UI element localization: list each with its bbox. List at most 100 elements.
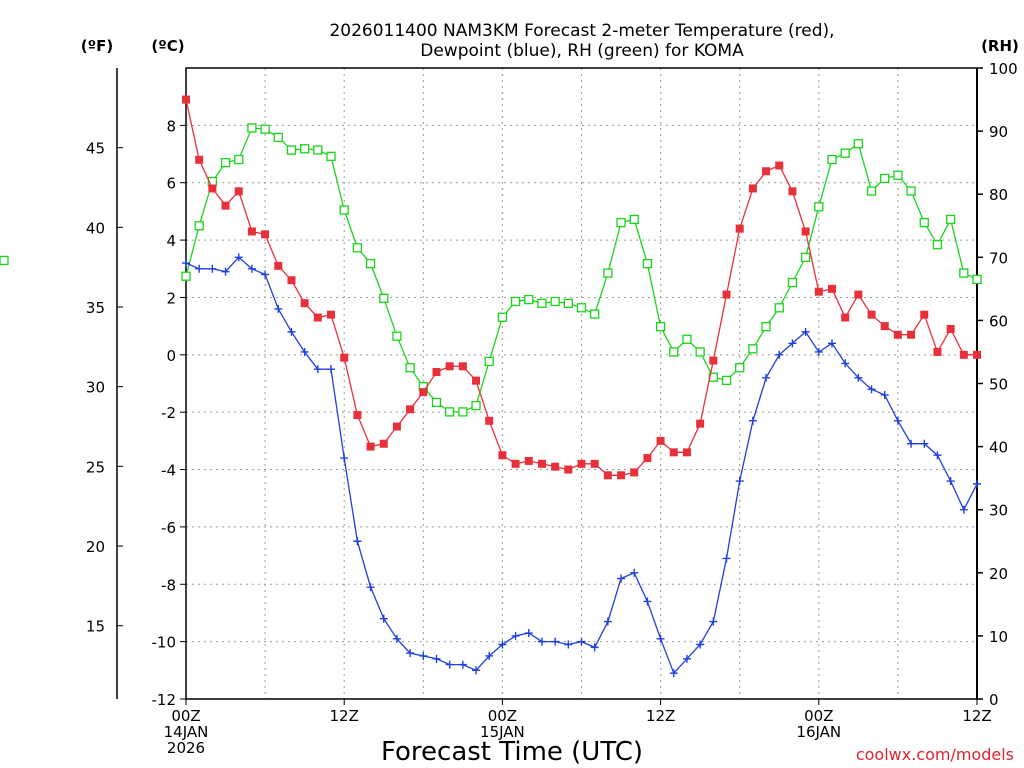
x-tick-label: 15JAN (480, 723, 525, 741)
rh-point (273, 132, 283, 143)
temperature-point (577, 459, 586, 468)
dewpoint-point (814, 347, 823, 356)
dewpoint-point (748, 416, 757, 425)
dewpoint-point (379, 614, 388, 623)
x-tick-label: 12Z (962, 707, 991, 725)
rh-point (972, 274, 982, 285)
rh-point (853, 139, 863, 149)
temperature-point (788, 187, 797, 196)
fahrenheit-tick-label: 45 (86, 140, 105, 158)
dewpoint-point (959, 505, 968, 514)
dewpoint-point (511, 631, 520, 640)
temperature-point (274, 261, 283, 270)
dewpoint-point (537, 637, 546, 646)
rh-point (959, 268, 969, 278)
rh-point (814, 202, 824, 212)
fahrenheit-unit-label: (ºF) (81, 37, 113, 55)
celsius-tick-label: 8 (166, 117, 176, 135)
temperature-point (643, 454, 652, 463)
temperature-point (195, 155, 204, 164)
rh-point (510, 296, 521, 307)
x-tick-label: 14JAN (164, 723, 209, 741)
dewpoint-point (801, 327, 810, 336)
rh-point (906, 186, 916, 196)
rh-point (352, 243, 363, 253)
temperature-line (185, 99, 977, 476)
dewpoint-point (261, 270, 270, 279)
temperature-point (472, 376, 481, 385)
rh-point (642, 258, 653, 269)
rh-point (339, 205, 349, 215)
rh-tick-label: 30 (989, 502, 1008, 520)
dewpoint-point (630, 568, 639, 577)
rh-point (919, 217, 929, 228)
chart-title-line-1: 2026011400 NAM3KM Forecast 2-meter Tempe… (329, 21, 834, 41)
temperature-point (762, 167, 771, 176)
dewpoint-point (432, 654, 441, 663)
rh-point (669, 347, 679, 357)
rh-point (603, 268, 613, 278)
dewpoint-point (366, 583, 375, 592)
rh-tick-label: 100 (989, 60, 1018, 78)
plot-frame (185, 67, 978, 700)
temperature-point (221, 201, 230, 210)
rh-point (827, 154, 837, 165)
rh-tick-label: 0 (989, 691, 999, 709)
rh-point (260, 124, 270, 134)
dewpoint-point (577, 637, 586, 646)
rh-tick-label: 60 (989, 312, 1008, 330)
dewpoint-point (485, 651, 494, 660)
temperature-point (801, 227, 810, 236)
temperature-point (617, 471, 626, 480)
temperature-point (867, 310, 876, 319)
rh-point (299, 144, 310, 154)
temperature-point (485, 416, 494, 425)
rh-point (0, 255, 9, 266)
temperature-point (182, 95, 190, 104)
rh-point (392, 331, 402, 341)
rh-point (735, 363, 745, 373)
temperature-point (379, 439, 388, 448)
rh-tick-label: 70 (989, 249, 1008, 267)
dewpoint-point (406, 649, 415, 658)
rh-point (695, 347, 705, 357)
temperature-point (854, 290, 863, 299)
temperature-point (340, 353, 349, 362)
x-tick-label: 2026 (167, 739, 205, 757)
series-temperature (182, 95, 981, 480)
dewpoint-point (735, 477, 744, 486)
dewpoint-point (867, 385, 876, 394)
celsius-unit-label: (ºC) (151, 37, 184, 55)
dewpoint-point (287, 327, 296, 336)
dewpoint-point (722, 554, 731, 563)
series-dewpoint (182, 253, 981, 678)
rh-point (365, 258, 376, 269)
dewpoint-point (195, 264, 204, 273)
fahrenheit-tick-label: 30 (86, 379, 105, 397)
dewpoint-point (656, 634, 665, 643)
rh-point (537, 298, 547, 309)
celsius-tick-label: -8 (161, 576, 176, 594)
fahrenheit-tick-label: 20 (86, 538, 105, 556)
rh-point (682, 334, 692, 344)
rh-point (563, 298, 573, 309)
dewpoint-point (551, 637, 560, 646)
dewpoint-point (208, 264, 217, 273)
temperature-point (247, 227, 256, 236)
rh-point (234, 154, 244, 165)
temperature-point (841, 313, 850, 322)
dewpoint-point (353, 537, 362, 546)
x-tick-label: 12Z (330, 707, 359, 725)
temperature-point (392, 422, 401, 431)
fahrenheit-tick-label: 25 (86, 458, 105, 476)
dewpoint-point (696, 640, 705, 649)
temperature-point (920, 310, 929, 319)
temperature-point (406, 405, 415, 414)
rh-point (761, 322, 771, 332)
temperature-point (287, 276, 296, 285)
temperature-point (353, 411, 362, 420)
fahrenheit-tick-label: 40 (86, 219, 105, 237)
rh-point (220, 157, 231, 168)
rh-point (880, 173, 890, 184)
